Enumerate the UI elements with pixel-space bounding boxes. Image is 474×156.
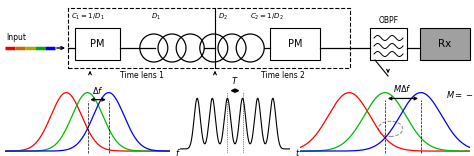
Text: Rx: Rx xyxy=(438,39,452,49)
Text: Time lens 1: Time lens 1 xyxy=(119,71,164,80)
Bar xyxy=(420,28,470,60)
Bar xyxy=(270,28,320,60)
Bar xyxy=(68,8,215,68)
Text: $\Delta f$: $\Delta f$ xyxy=(92,85,104,95)
Text: $C_2 = 1/D_2$: $C_2 = 1/D_2$ xyxy=(250,12,283,22)
Text: $D_1$: $D_1$ xyxy=(152,12,162,22)
Text: $T$: $T$ xyxy=(231,75,239,86)
Text: $f$: $f$ xyxy=(175,147,181,156)
Text: $M\Delta f$: $M\Delta f$ xyxy=(393,83,412,94)
Bar xyxy=(215,8,350,68)
Bar xyxy=(75,28,120,60)
Text: $D_2$: $D_2$ xyxy=(218,12,228,22)
Text: OBPF: OBPF xyxy=(379,16,399,25)
Text: $C_1 = 1/D_1$: $C_1 = 1/D_1$ xyxy=(71,12,105,22)
Text: PM: PM xyxy=(90,39,105,49)
Text: $M = -C_2/C_1$: $M = -C_2/C_1$ xyxy=(447,89,474,102)
Text: $t$: $t$ xyxy=(295,147,301,156)
Text: PM: PM xyxy=(288,39,302,49)
Bar xyxy=(370,28,407,60)
Text: Input: Input xyxy=(6,33,26,42)
Text: Time lens 2: Time lens 2 xyxy=(261,71,304,80)
